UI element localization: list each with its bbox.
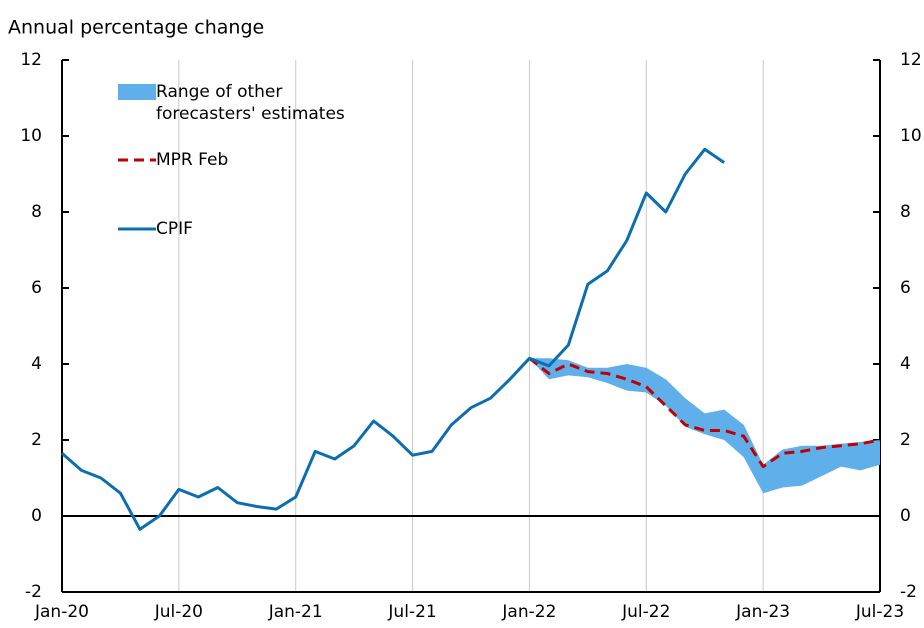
chart-title: Annual percentage change: [8, 17, 264, 39]
x-tick-label: Jul-22: [621, 602, 670, 622]
line: [528, 357, 881, 469]
x-tick-label: Jul-21: [387, 602, 436, 622]
y2-tick-label: 0: [900, 506, 911, 526]
legend-label: MPR Feb: [156, 150, 229, 170]
y-tick-label: 2: [31, 430, 42, 450]
x-tick-label: Jul-23: [855, 602, 904, 622]
legend-label: Range of other forecasters' estimates: [156, 82, 345, 124]
y-tick-label: 8: [31, 202, 42, 222]
line: [61, 147, 726, 531]
y2-tick-label: 2: [900, 430, 911, 450]
y-tick-label: -2: [25, 582, 42, 602]
legend-swatch: [118, 84, 156, 100]
y2-tick-label: 12: [900, 50, 922, 70]
x-tick-label: Jan-21: [268, 602, 323, 622]
forecast-range: [529, 358, 880, 494]
x-tick-label: Jul-20: [154, 602, 203, 622]
y2-tick-label: 8: [900, 202, 911, 222]
legend-label: CPIF: [156, 219, 193, 239]
y-tick-label: 10: [20, 126, 42, 146]
y-tick-label: 0: [31, 506, 42, 526]
y-tick-label: 6: [31, 278, 42, 298]
y2-tick-label: 4: [900, 354, 911, 374]
x-tick-label: Jan-20: [34, 602, 89, 622]
y2-tick-label: 10: [900, 126, 922, 146]
x-tick-label: Jan-23: [735, 602, 790, 622]
y-tick-label: 4: [31, 354, 42, 374]
x-tick-label: Jan-22: [501, 602, 556, 622]
y2-tick-label: -2: [900, 582, 917, 602]
y2-tick-label: 6: [900, 278, 911, 298]
y-tick-label: 12: [20, 50, 42, 70]
